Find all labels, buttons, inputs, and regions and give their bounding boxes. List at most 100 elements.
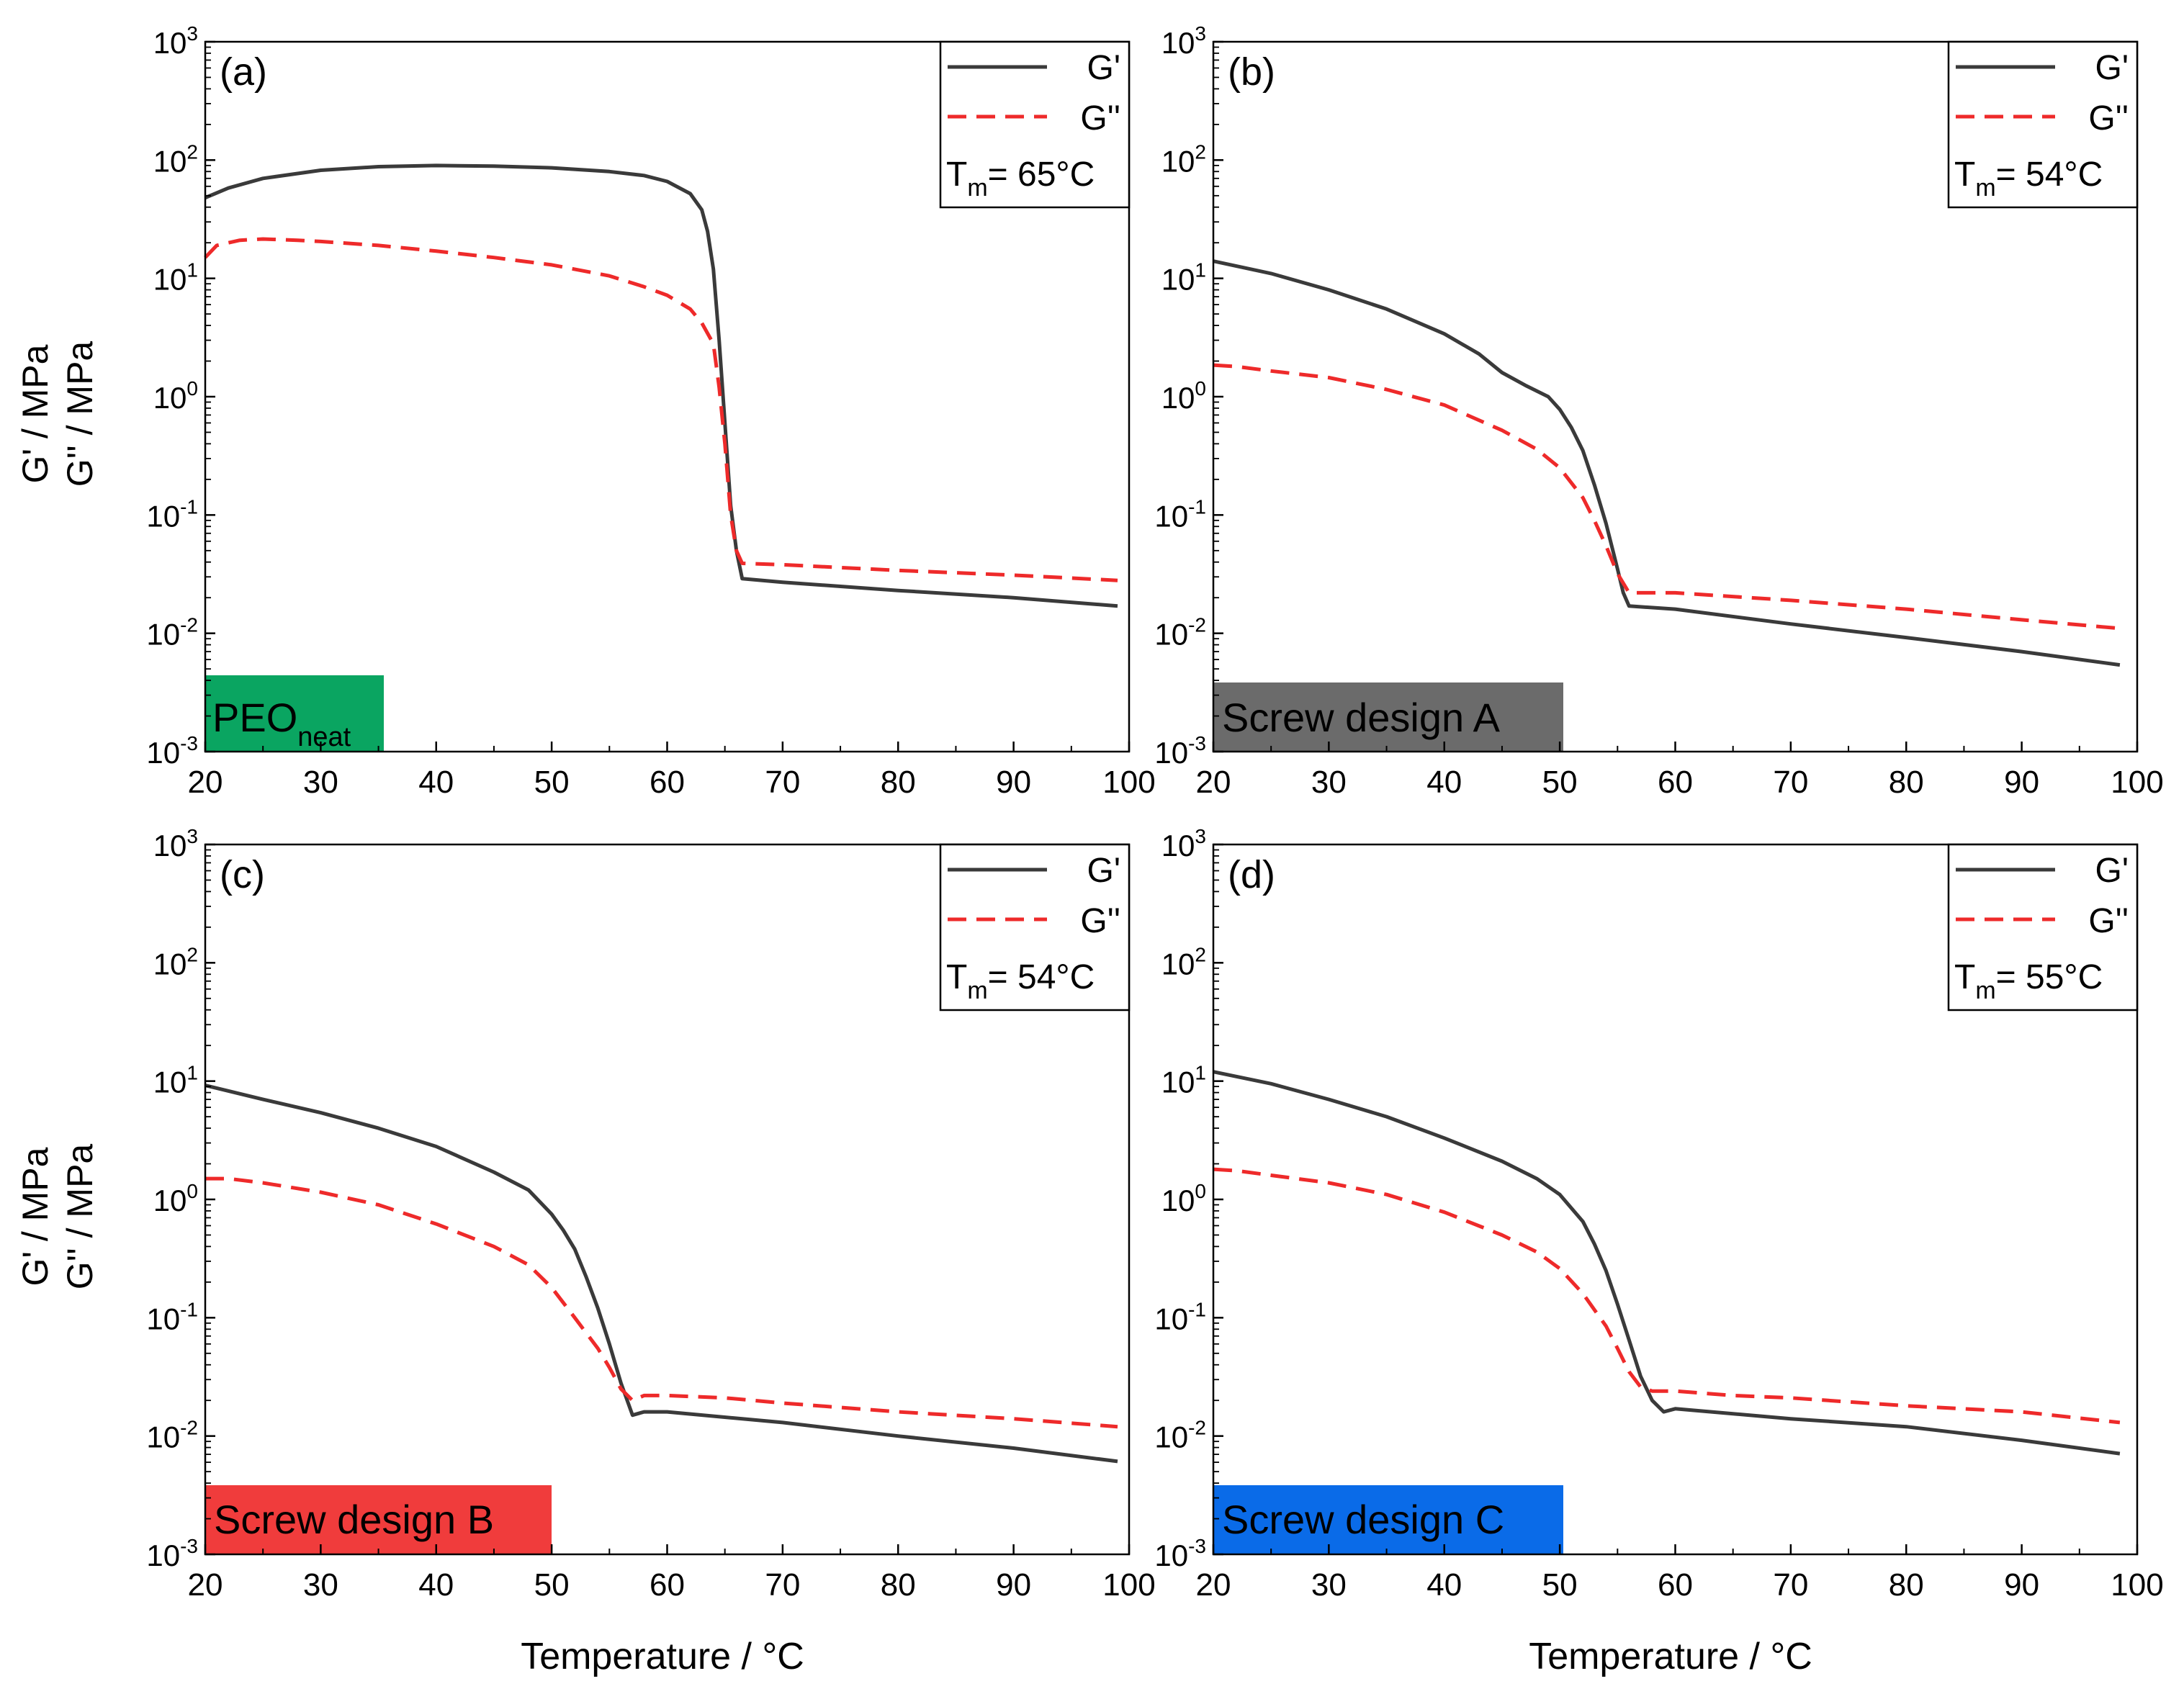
y-tick-label-d: 10-3 <box>1154 1535 1206 1572</box>
x-tick-label-d: 80 <box>1889 1567 1924 1603</box>
x-tick-label-b: 70 <box>1773 765 1808 800</box>
tag-text-c: Screw design B <box>214 1497 494 1542</box>
x-tick-label-a: 90 <box>996 765 1031 800</box>
y-tick-label-b: 101 <box>1161 259 1206 297</box>
tag-c <box>205 1485 552 1554</box>
panel-label-b: (b) <box>1228 50 1275 94</box>
x-tick-label-a: 50 <box>534 765 570 800</box>
x-tick-label-d: 60 <box>1658 1567 1693 1603</box>
tag-b <box>1213 682 1563 752</box>
x-tick-label-c: 100 <box>1102 1567 1155 1603</box>
y-tick-label-b: 103 <box>1161 22 1206 60</box>
y-tick-label-c: 102 <box>153 943 198 981</box>
y-tick-label-c: 10-2 <box>146 1417 198 1454</box>
y-tick-label-d: 103 <box>1161 825 1206 862</box>
x-tick-label-b: 80 <box>1889 765 1924 800</box>
tag-text-d: Screw design C <box>1222 1497 1504 1542</box>
x-tick-label-a: 70 <box>765 765 800 800</box>
y-tick-label-a: 103 <box>153 22 198 60</box>
legend-gprime-label-d: G' <box>2095 852 2129 890</box>
legend-box-c <box>939 843 1131 1012</box>
ylabel-bottom-line1: G' / MPa <box>15 1147 55 1286</box>
series-gprime-line-d <box>1213 1070 2121 1456</box>
y-tick-label-b: 10-2 <box>1154 614 1206 652</box>
x-tick-label-b: 100 <box>2111 765 2163 800</box>
x-tick-label-d: 100 <box>2111 1567 2163 1603</box>
legend-box-a <box>939 40 1131 209</box>
y-tick-label-c: 100 <box>153 1180 198 1217</box>
x-tick-label-b: 90 <box>2004 765 2039 800</box>
x-tick-label-d: 70 <box>1773 1567 1808 1603</box>
x-tick-label-c: 30 <box>303 1567 338 1603</box>
x-tick-label-a: 60 <box>650 765 685 800</box>
y-tick-label-b: 10-3 <box>1154 732 1206 770</box>
y-tick-label-a: 100 <box>153 377 198 415</box>
x-tick-label-c: 40 <box>418 1567 454 1603</box>
legend-gprime-label-b: G' <box>2095 49 2129 87</box>
x-tick-label-c: 50 <box>534 1567 570 1603</box>
x-tick-label-a: 40 <box>418 765 454 800</box>
tag-text-b: Screw design A <box>1222 695 1501 740</box>
series-gdoubleprime-line-b <box>1213 363 2121 631</box>
x-tick-label-d: 20 <box>1196 1567 1231 1603</box>
series-gprime-line-b <box>1213 259 2121 667</box>
y-tick-label-c: 10-1 <box>146 1298 198 1335</box>
x-tick-label-d: 30 <box>1311 1567 1347 1603</box>
y-tick-label-d: 10-2 <box>1154 1417 1206 1454</box>
x-tick-label-b: 30 <box>1311 765 1347 800</box>
legend-gdoubleprime-label-b: G'' <box>2088 99 2129 138</box>
y-tick-label-b: 10-1 <box>1154 495 1206 533</box>
legend-box-b <box>1947 40 2139 209</box>
panel-label-c: (c) <box>220 853 265 896</box>
ylabel-bottom-line2: G'' / MPa <box>60 1144 100 1290</box>
x-tick-label-c: 60 <box>650 1567 685 1603</box>
y-tick-label-d: 101 <box>1161 1062 1206 1099</box>
y-tick-label-b: 102 <box>1161 140 1206 178</box>
legend-gdoubleprime-label-d: G'' <box>2088 902 2129 940</box>
tm-annotation-d: Tm= 55°C <box>1954 958 2103 1004</box>
ylabel-top-line1: G' / MPa <box>15 344 55 483</box>
x-tick-label-c: 90 <box>996 1567 1031 1603</box>
series-gdoubleprime-line-c <box>205 1176 1118 1429</box>
x-tick-label-b: 60 <box>1658 765 1693 800</box>
series-gprime-line-a <box>205 163 1118 608</box>
y-tick-label-b: 100 <box>1161 377 1206 415</box>
panel-d: Screw design C 20 30 40 50 60 70 80 90 100 10-3 10-… <box>1154 825 2163 1603</box>
series-gprime-line-c <box>205 1083 1118 1464</box>
y-tick-label-c: 10-3 <box>146 1535 198 1572</box>
y-tick-label-a: 10-3 <box>146 732 198 770</box>
series-gdoubleprime-line-d <box>1213 1167 2121 1425</box>
y-tick-label-a: 10-1 <box>146 495 198 533</box>
y-tick-label-d: 100 <box>1161 1180 1206 1217</box>
y-tick-label-d: 10-1 <box>1154 1298 1206 1335</box>
x-tick-label-a: 30 <box>303 765 338 800</box>
legend-gprime-label-c: G' <box>1087 852 1121 890</box>
tm-annotation-c: Tm= 54°C <box>946 958 1095 1004</box>
x-tick-label-c: 70 <box>765 1567 800 1603</box>
legend-gprime-label-a: G' <box>1087 49 1121 87</box>
x-tick-label-a: 80 <box>881 765 916 800</box>
xlabel-right: Temperature / °C <box>1529 1636 1812 1677</box>
series-gdoubleprime-line-a <box>204 237 1118 582</box>
x-tick-label-b: 40 <box>1426 765 1462 800</box>
panel-a: PEOneat 20 30 40 50 60 70 80 90 100 10-3 10-2 10-1 1… <box>146 22 1155 800</box>
panel-c: Screw design B 20 30 40 50 60 70 80 90 100 10-3 10-… <box>146 825 1155 1603</box>
x-tick-label-b: 20 <box>1196 765 1231 800</box>
y-tick-label-d: 102 <box>1161 943 1206 981</box>
tm-annotation-a: Tm= 65°C <box>946 156 1095 202</box>
x-tick-label-d: 40 <box>1426 1567 1462 1603</box>
legend-gdoubleprime-label-c: G'' <box>1080 902 1120 940</box>
y-tick-label-a: 101 <box>153 259 198 297</box>
legend-gdoubleprime-label-a: G'' <box>1080 99 1120 138</box>
panel-b: Screw design A 20 30 40 50 60 70 80 90 100 10-3 10-… <box>1154 22 2163 800</box>
x-tick-label-d: 50 <box>1542 1567 1578 1603</box>
x-tick-label-a: 20 <box>188 765 223 800</box>
x-tick-label-c: 80 <box>881 1567 916 1603</box>
legend-box-d <box>1947 843 2139 1012</box>
tag-text-a: PEOneat <box>212 695 351 752</box>
ylabel-top-line2: G'' / MPa <box>60 341 100 487</box>
x-tick-label-c: 20 <box>188 1567 223 1603</box>
panel-label-d: (d) <box>1228 853 1275 896</box>
tm-annotation-b: Tm= 54°C <box>1954 156 2103 202</box>
